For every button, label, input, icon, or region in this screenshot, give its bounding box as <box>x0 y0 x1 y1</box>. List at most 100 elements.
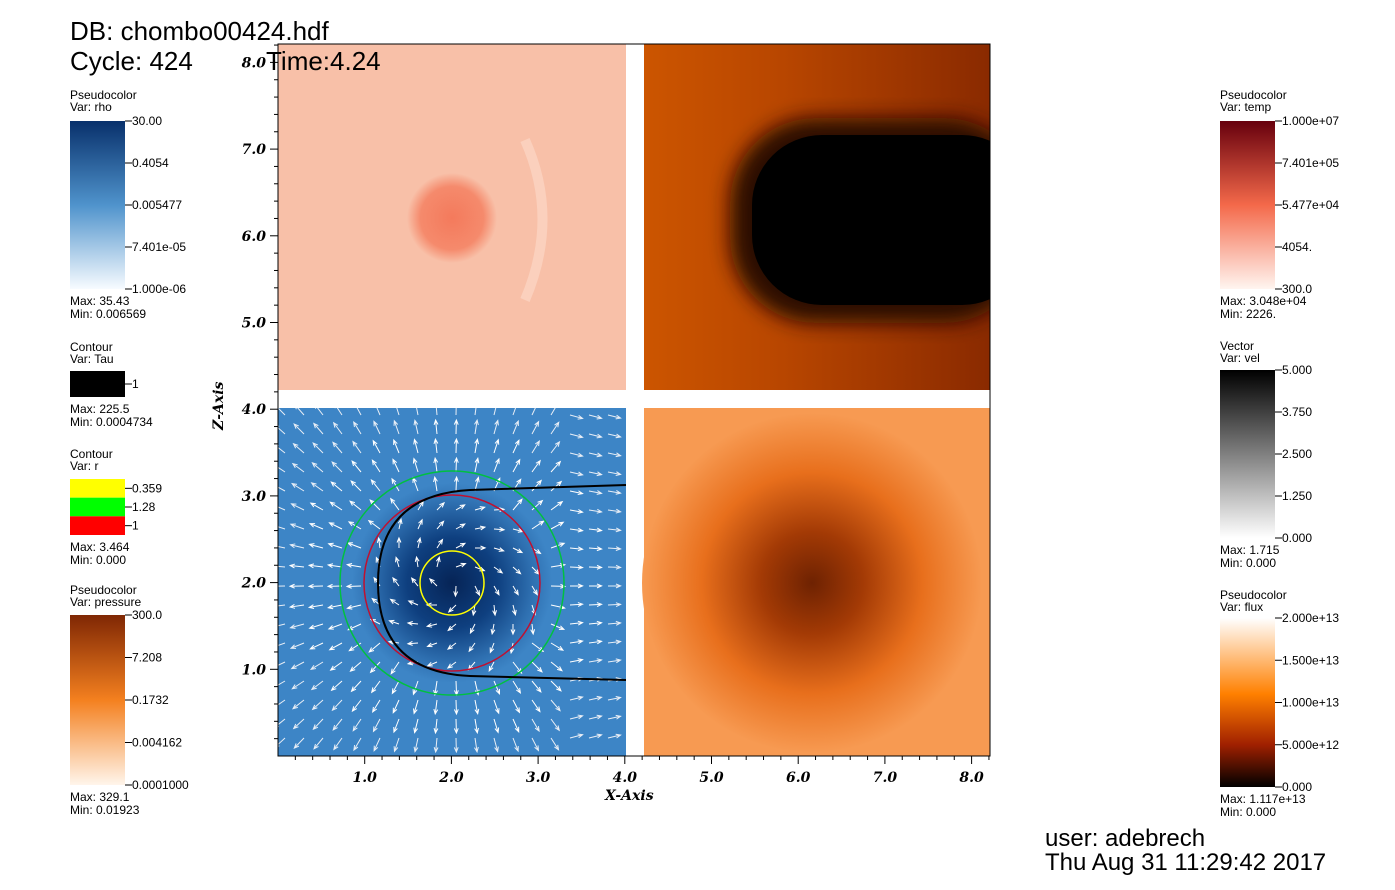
vector-arrow <box>315 408 324 416</box>
vector-arrow <box>426 642 438 648</box>
vector-arrow <box>376 408 381 416</box>
field-temp <box>644 44 990 390</box>
vector-arrow <box>307 563 324 569</box>
y-tick-label: 3.0 <box>242 489 267 505</box>
vector-arrow <box>550 680 562 692</box>
vector-arrow <box>607 508 622 514</box>
vector-arrow <box>454 475 459 492</box>
vector-arrow <box>453 718 459 735</box>
legend-plot: Pseudocolor <box>70 583 137 597</box>
vector-arrow <box>607 658 622 664</box>
legend-plot: Contour <box>70 447 113 461</box>
vector-arrow <box>493 419 499 435</box>
vector-arrow <box>493 408 497 416</box>
vector-arrow <box>550 642 565 651</box>
legend-label: 1.000e-06 <box>132 282 186 296</box>
legend-label: 1 <box>132 377 139 391</box>
vector-arrow <box>607 471 622 476</box>
vector-arrow <box>310 680 324 691</box>
db-name: DB: chombo00424.hdf <box>70 16 330 46</box>
vector-arrow <box>393 737 400 753</box>
vector-arrow <box>351 699 362 713</box>
vector-arrow <box>550 521 565 530</box>
vector-arrow <box>531 408 536 416</box>
vector-arrow <box>351 460 362 473</box>
vector-arrow <box>433 718 439 735</box>
vector-arrow <box>292 718 305 730</box>
y-tick-label: 7.0 <box>242 142 267 158</box>
y-tick-label: 8.0 <box>242 55 267 71</box>
vector-arrow <box>531 661 543 673</box>
vector-arrow <box>569 714 584 720</box>
vector-arrow <box>588 658 603 664</box>
vector-arrow <box>332 421 343 435</box>
legend-label: 1.000e+13 <box>1282 696 1339 710</box>
vector-arrow <box>569 602 584 607</box>
vector-arrow <box>531 479 543 492</box>
vector-arrow <box>370 478 381 492</box>
legend-plot: Pseudocolor <box>1220 88 1287 102</box>
legend-label: 5.477e+04 <box>1282 198 1339 212</box>
vector-arrow <box>550 661 563 672</box>
legend-label: 1 <box>132 519 139 533</box>
vector-arrow <box>569 452 584 458</box>
vector-arrow <box>350 480 362 492</box>
vector-arrow <box>396 536 402 549</box>
vector-arrow <box>588 602 603 607</box>
vector-arrow <box>474 437 480 454</box>
legend-label: 30.00 <box>132 114 162 128</box>
vector-arrow <box>588 508 603 514</box>
vector-arrow <box>278 661 286 666</box>
vector-arrow <box>413 419 419 435</box>
vector-arrow <box>327 542 343 549</box>
vector-arrow <box>373 420 381 435</box>
vector-arrow <box>278 506 286 511</box>
vector-arrow <box>371 459 381 473</box>
vector-arrow <box>453 585 459 598</box>
vector-arrow <box>588 433 603 439</box>
vector-arrow <box>349 661 362 673</box>
vector-arrow <box>493 680 501 696</box>
legend-label: 1.250 <box>1282 489 1312 503</box>
vector-arrow <box>455 504 466 511</box>
vector-arrow <box>588 733 603 739</box>
vector-arrow <box>474 525 487 531</box>
legend-band <box>70 516 125 535</box>
vector-arrow <box>493 527 506 532</box>
vector-arrow <box>433 456 439 473</box>
vector-arrow <box>512 439 520 454</box>
axes: 1.0 2.0 3.0 4.0 5.0 6.0 7.0 8.0 1.0 2.0 3.0 4.0 5.0 6… <box>241 44 990 786</box>
vector-arrow <box>353 737 362 752</box>
vector-arrow <box>289 523 305 530</box>
vector-arrow <box>345 583 362 589</box>
vector-arrow <box>531 459 541 473</box>
vector-arrow <box>333 737 343 751</box>
y-axis-label: Z-Axis <box>211 381 227 431</box>
vector-arrow <box>416 536 422 549</box>
vector-arrow <box>308 523 324 530</box>
vector-arrow <box>352 718 362 732</box>
vector-arrow <box>376 536 382 549</box>
legend-var: Var: temp <box>1220 100 1271 114</box>
legend-max: Max: 1.117e+13 <box>1220 792 1306 806</box>
vector-arrow <box>447 604 457 613</box>
vector-arrow <box>512 458 521 473</box>
legend-label: 5.000 <box>1282 363 1312 377</box>
vector-arrow <box>349 500 362 511</box>
field-spot <box>642 413 982 753</box>
x-tick-label: 8.0 <box>959 770 984 786</box>
vector-arrow <box>312 718 324 731</box>
vector-arrow <box>288 583 305 589</box>
contour-yellow <box>419 550 485 616</box>
vector-arrow <box>412 680 419 696</box>
vector-arrow <box>469 623 476 635</box>
vector-arrow <box>329 501 343 511</box>
vector-arrow <box>607 602 622 608</box>
vector-arrow <box>368 642 381 653</box>
field-core <box>352 483 552 683</box>
vector-arrow <box>607 620 622 626</box>
legend-label: 300.0 <box>132 608 162 622</box>
vector-arrow <box>293 423 305 435</box>
vector-arrow <box>569 583 584 589</box>
legend-var: Var: Tau <box>70 352 114 366</box>
